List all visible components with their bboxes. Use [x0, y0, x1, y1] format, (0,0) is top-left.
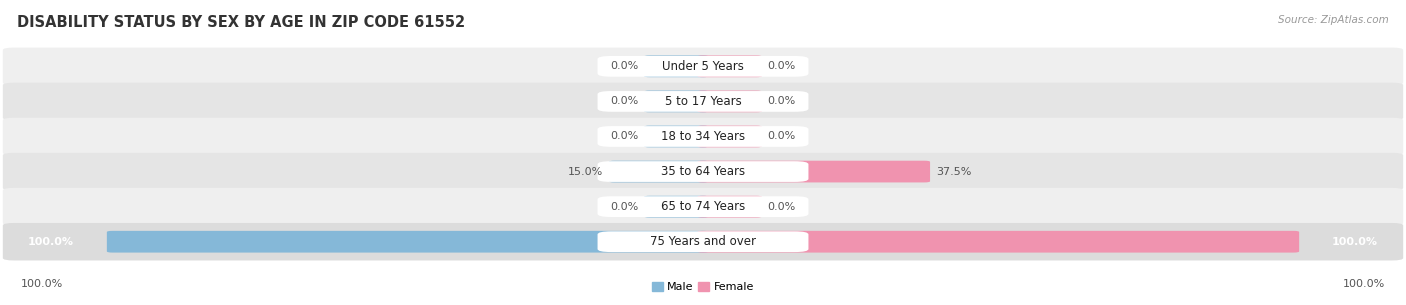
Text: 0.0%: 0.0% — [768, 61, 796, 71]
Text: 100.0%: 100.0% — [1343, 279, 1385, 289]
Text: 100.0%: 100.0% — [28, 237, 75, 247]
FancyBboxPatch shape — [697, 161, 931, 182]
FancyBboxPatch shape — [598, 196, 808, 217]
Text: 37.5%: 37.5% — [936, 167, 972, 177]
FancyBboxPatch shape — [598, 56, 808, 77]
Text: 0.0%: 0.0% — [610, 61, 638, 71]
Text: 75 Years and over: 75 Years and over — [650, 235, 756, 248]
FancyBboxPatch shape — [3, 48, 1403, 85]
FancyBboxPatch shape — [697, 91, 762, 112]
FancyBboxPatch shape — [644, 196, 709, 217]
Text: 65 to 74 Years: 65 to 74 Years — [661, 200, 745, 213]
Text: 5 to 17 Years: 5 to 17 Years — [665, 95, 741, 108]
FancyBboxPatch shape — [3, 223, 1403, 260]
FancyBboxPatch shape — [107, 231, 709, 253]
Text: 0.0%: 0.0% — [768, 96, 796, 106]
Text: DISABILITY STATUS BY SEX BY AGE IN ZIP CODE 61552: DISABILITY STATUS BY SEX BY AGE IN ZIP C… — [17, 15, 465, 30]
Text: 0.0%: 0.0% — [768, 131, 796, 142]
FancyBboxPatch shape — [3, 83, 1403, 120]
FancyBboxPatch shape — [697, 56, 762, 77]
FancyBboxPatch shape — [697, 126, 762, 147]
FancyBboxPatch shape — [644, 91, 709, 112]
Text: 100.0%: 100.0% — [1331, 237, 1378, 247]
FancyBboxPatch shape — [598, 161, 808, 182]
Text: 0.0%: 0.0% — [610, 131, 638, 142]
Text: 18 to 34 Years: 18 to 34 Years — [661, 130, 745, 143]
FancyBboxPatch shape — [3, 188, 1403, 225]
Text: 0.0%: 0.0% — [610, 96, 638, 106]
FancyBboxPatch shape — [598, 126, 808, 147]
Text: 0.0%: 0.0% — [610, 202, 638, 212]
FancyBboxPatch shape — [697, 231, 1299, 253]
FancyBboxPatch shape — [609, 161, 709, 182]
FancyBboxPatch shape — [3, 118, 1403, 155]
Text: 15.0%: 15.0% — [568, 167, 603, 177]
Text: Source: ZipAtlas.com: Source: ZipAtlas.com — [1278, 15, 1389, 25]
FancyBboxPatch shape — [644, 126, 709, 147]
Text: 0.0%: 0.0% — [768, 202, 796, 212]
FancyBboxPatch shape — [598, 91, 808, 112]
Text: 35 to 64 Years: 35 to 64 Years — [661, 165, 745, 178]
FancyBboxPatch shape — [644, 56, 709, 77]
Text: Under 5 Years: Under 5 Years — [662, 60, 744, 73]
Legend: Male, Female: Male, Female — [647, 277, 759, 296]
FancyBboxPatch shape — [598, 231, 808, 252]
FancyBboxPatch shape — [697, 196, 762, 217]
Text: 100.0%: 100.0% — [21, 279, 63, 289]
FancyBboxPatch shape — [3, 153, 1403, 190]
